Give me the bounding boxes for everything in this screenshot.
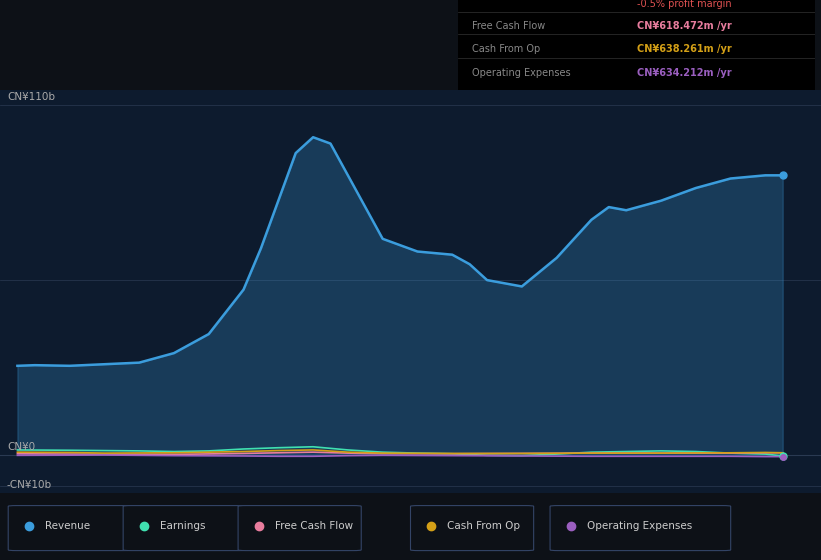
Text: CN¥110b: CN¥110b [7,92,55,102]
Text: CN¥618.472m /yr: CN¥618.472m /yr [637,21,732,31]
FancyBboxPatch shape [8,506,131,550]
Text: CN¥634.212m /yr: CN¥634.212m /yr [637,68,732,78]
Text: -CN¥10b: -CN¥10b [7,479,52,489]
FancyBboxPatch shape [238,506,361,550]
FancyBboxPatch shape [550,506,731,550]
Text: -0.5% profit margin: -0.5% profit margin [637,0,732,9]
Text: Earnings: Earnings [160,521,205,531]
Text: CN¥638.261m /yr: CN¥638.261m /yr [637,44,732,54]
Text: Cash From Op: Cash From Op [447,521,521,531]
Text: CN¥0: CN¥0 [7,441,35,451]
Text: Free Cash Flow: Free Cash Flow [472,21,546,31]
Text: Free Cash Flow: Free Cash Flow [275,521,353,531]
Text: Operating Expenses: Operating Expenses [587,521,692,531]
FancyBboxPatch shape [410,506,534,550]
FancyBboxPatch shape [123,506,246,550]
Text: Operating Expenses: Operating Expenses [472,68,571,78]
Text: Revenue: Revenue [45,521,90,531]
Text: Cash From Op: Cash From Op [472,44,541,54]
